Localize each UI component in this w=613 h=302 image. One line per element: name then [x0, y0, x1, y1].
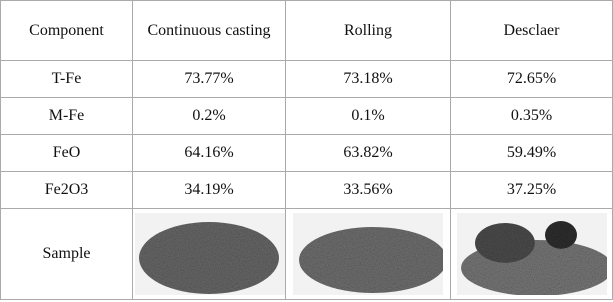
component-cell: M-Fe	[1, 98, 133, 135]
value-cell: 33.56%	[286, 172, 451, 209]
image-cell	[451, 209, 613, 300]
sample-photo	[293, 213, 443, 295]
component-cell: Fe2O3	[1, 172, 133, 209]
header-cell: Continuous casting	[133, 1, 286, 61]
sample-photo	[135, 213, 285, 295]
header-cell: Rolling	[286, 1, 451, 61]
value-cell: 0.1%	[286, 98, 451, 135]
value-cell: 37.25%	[451, 172, 613, 209]
value-cell: 34.19%	[133, 172, 286, 209]
component-cell: FeO	[1, 135, 133, 172]
header-cell: Desclaer	[451, 1, 613, 61]
value-cell: 59.49%	[451, 135, 613, 172]
value-cell: 72.65%	[451, 61, 613, 98]
page: ComponentContinuous castingRollingDescla…	[0, 0, 613, 302]
value-cell: 0.2%	[133, 98, 286, 135]
sample-pile	[139, 222, 279, 294]
value-cell: 63.82%	[286, 135, 451, 172]
sample-pile	[299, 227, 443, 293]
table-body: ComponentContinuous castingRollingDescla…	[1, 1, 613, 300]
value-cell: 73.77%	[133, 61, 286, 98]
image-cell	[286, 209, 451, 300]
component-cell: Sample	[1, 209, 133, 300]
value-cell: 64.16%	[133, 135, 286, 172]
image-cell	[133, 209, 286, 300]
sample-pile	[545, 221, 577, 249]
sample-photo	[457, 213, 607, 295]
component-cell: T-Fe	[1, 61, 133, 98]
sample-pile	[475, 223, 535, 263]
data-table: ComponentContinuous castingRollingDescla…	[0, 0, 613, 300]
value-cell: 73.18%	[286, 61, 451, 98]
value-cell: 0.35%	[451, 98, 613, 135]
header-cell: Component	[1, 1, 133, 61]
sample-row: Sample	[1, 209, 613, 300]
